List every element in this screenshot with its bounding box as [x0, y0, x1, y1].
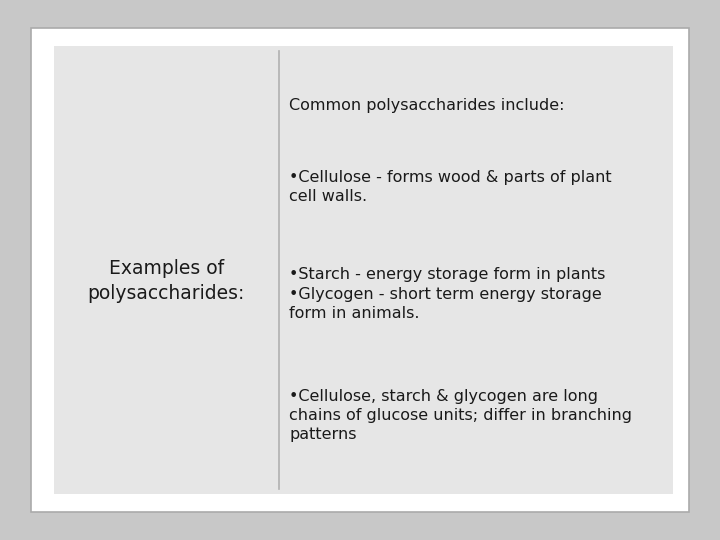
- FancyBboxPatch shape: [54, 46, 673, 494]
- Text: •Glycogen - short term energy storage
form in animals.: •Glycogen - short term energy storage fo…: [289, 287, 602, 321]
- Text: •Cellulose - forms wood & parts of plant
cell walls.: •Cellulose - forms wood & parts of plant…: [289, 170, 612, 204]
- Text: Examples of
polysaccharides:: Examples of polysaccharides:: [88, 259, 245, 303]
- Text: •Cellulose, starch & glycogen are long
chains of glucose units; differ in branch: •Cellulose, starch & glycogen are long c…: [289, 389, 632, 442]
- Text: Common polysaccharides include:: Common polysaccharides include:: [289, 98, 565, 113]
- Text: •Starch - energy storage form in plants: •Starch - energy storage form in plants: [289, 267, 606, 282]
- FancyBboxPatch shape: [31, 28, 689, 512]
